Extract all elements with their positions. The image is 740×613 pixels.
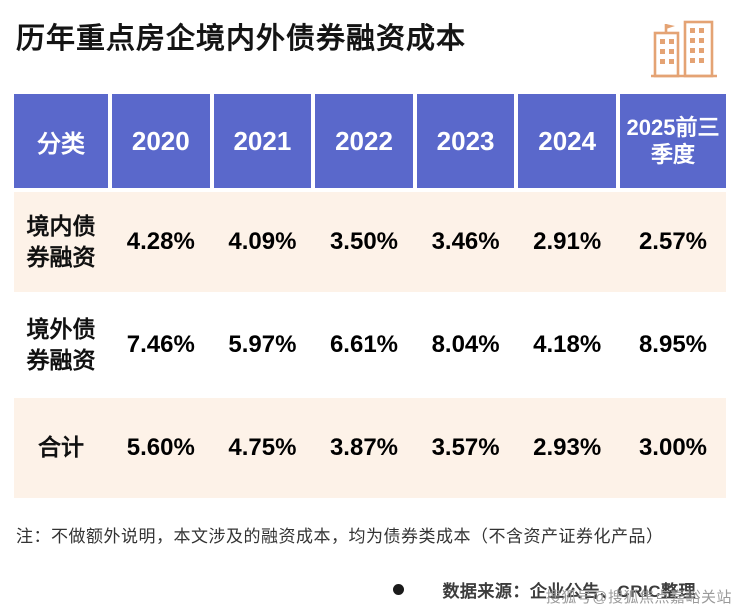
table-cell: 3.00% <box>638 434 708 461</box>
header-cell-2021: 2021 <box>213 94 312 188</box>
table-header-row: 分类 2020 2021 2022 2023 2024 2025前三季度 <box>14 94 726 188</box>
table-cell: 5.60% <box>126 434 195 461</box>
watermark: 搜狐号@搜狐焦点嘉峪关站 <box>545 589 732 606</box>
financing-cost-table: 分类 2020 2021 2022 2023 2024 2025前三季度 境内债… <box>14 94 726 498</box>
row-label: 境外债券融资 <box>26 315 96 373</box>
table-cell: 4.09% <box>228 228 297 255</box>
header-cell-2023: 2023 <box>416 94 515 188</box>
table-cell: 5.97% <box>228 331 297 358</box>
page-title: 历年重点房企境内外债券融资成本 <box>16 23 467 55</box>
table-cell: 8.95% <box>638 331 708 358</box>
table-cell: 2.91% <box>533 228 602 255</box>
table-cell: 4.18% <box>533 331 602 358</box>
table-cell: 7.46% <box>126 331 195 358</box>
table-cell: 2.93% <box>533 434 602 461</box>
table-row-total: 合计 5.60% 4.75% 3.87% 3.57% 2.93% 3.00% <box>14 398 726 498</box>
table-cell: 6.61% <box>329 331 399 358</box>
table-cell: 3.50% <box>329 228 399 255</box>
buildings-icon <box>648 16 720 85</box>
header-cell-2020: 2020 <box>112 94 210 188</box>
page-header: 历年重点房企境内外债券融资成本 <box>14 14 726 94</box>
table-cell: 4.28% <box>126 228 195 255</box>
header-cell-2022: 2022 <box>315 94 413 188</box>
header-cell-2025q3: 2025前三季度 <box>619 94 726 188</box>
footnote: 注：不做额外说明，本文涉及的融资成本，均为债券类成本（不含资产证券化产品） <box>16 527 664 546</box>
table-row-domestic: 境内债券融资 4.28% 4.09% 3.50% 3.46% 2.91% 2.5… <box>14 192 726 292</box>
table-row-overseas: 境外债券融资 7.46% 5.97% 6.61% 8.04% 4.18% 8.9… <box>14 295 726 395</box>
data-source: 数据来源：企业公告、CRIC整理 <box>442 582 696 601</box>
table-cell: 2.57% <box>638 228 708 255</box>
header-cell-category: 分类 <box>14 94 108 188</box>
bullet-dot <box>393 584 405 595</box>
table-cell: 8.04% <box>431 331 500 358</box>
table-cell: 3.57% <box>431 434 500 461</box>
row-label: 合计 <box>38 434 84 461</box>
table-cell: 3.46% <box>431 228 500 255</box>
row-label: 境内债券融资 <box>26 212 96 270</box>
header-cell-2024: 2024 <box>518 94 616 188</box>
table-cell: 4.75% <box>228 434 297 461</box>
source-row: 数据来源：企业公告、CRIC整理 <box>14 577 696 602</box>
table-cell: 3.87% <box>329 434 399 461</box>
